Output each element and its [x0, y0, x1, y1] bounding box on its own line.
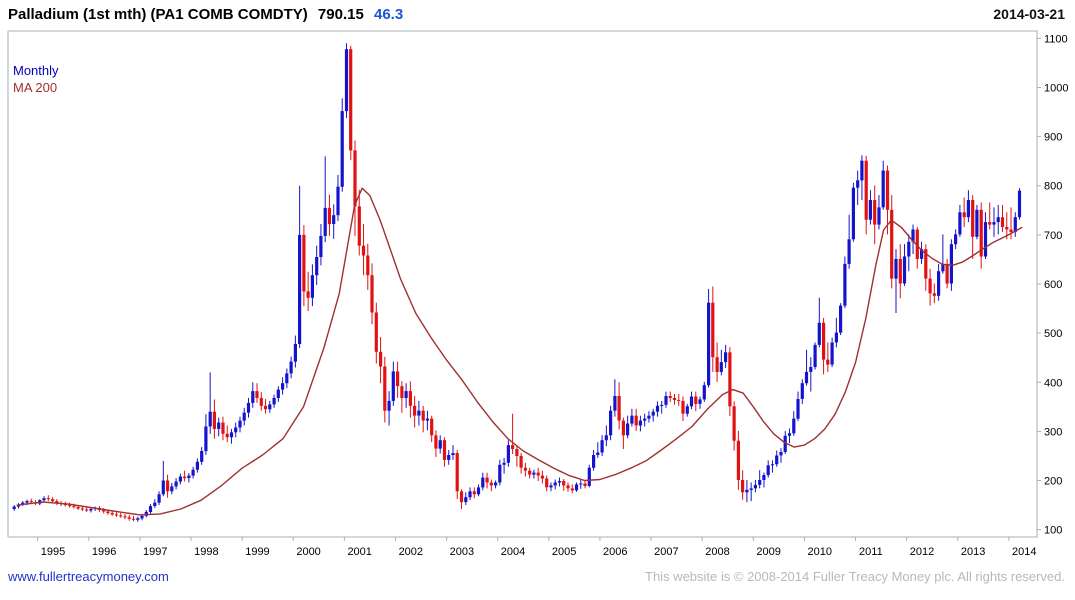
svg-text:500: 500	[1044, 328, 1062, 340]
svg-text:900: 900	[1044, 132, 1062, 144]
svg-text:2006: 2006	[603, 546, 627, 558]
svg-text:2010: 2010	[808, 546, 832, 558]
title-group: Palladium (1st mth) (PA1 COMB COMDTY) 79…	[8, 6, 409, 23]
page-title: Palladium (1st mth) (PA1 COMB COMDTY)	[8, 6, 308, 23]
svg-text:1998: 1998	[194, 546, 218, 558]
svg-text:2008: 2008	[705, 546, 729, 558]
svg-text:1999: 1999	[245, 546, 269, 558]
svg-text:2001: 2001	[347, 546, 371, 558]
svg-text:2000: 2000	[296, 546, 320, 558]
svg-text:600: 600	[1044, 279, 1062, 291]
svg-text:2012: 2012	[910, 546, 934, 558]
chart-legend: Monthly MA 200	[13, 62, 59, 96]
svg-text:1000: 1000	[1044, 82, 1068, 94]
svg-text:1996: 1996	[92, 546, 116, 558]
svg-text:2002: 2002	[399, 546, 423, 558]
svg-text:300: 300	[1044, 426, 1062, 438]
site-link[interactable]: www.fullertreacymoney.com	[8, 569, 169, 584]
price-change: 46.3	[373, 6, 404, 23]
chart-date: 2014-03-21	[993, 6, 1065, 22]
svg-text:2011: 2011	[859, 546, 883, 558]
svg-text:800: 800	[1044, 181, 1062, 193]
svg-text:1995: 1995	[41, 546, 65, 558]
svg-text:200: 200	[1044, 476, 1062, 488]
svg-text:2005: 2005	[552, 546, 576, 558]
svg-text:2014: 2014	[1012, 546, 1036, 558]
svg-text:2004: 2004	[501, 546, 525, 558]
svg-text:2003: 2003	[450, 546, 474, 558]
svg-text:2013: 2013	[961, 546, 985, 558]
copyright-text: This website is © 2008-2014 Fuller Treac…	[645, 569, 1065, 584]
svg-text:2007: 2007	[654, 546, 678, 558]
svg-text:400: 400	[1044, 377, 1062, 389]
legend-ma: MA 200	[13, 80, 58, 95]
candlestick-chart: 100 200 300 400 500 600 700 800 900 1000 1100 1995 1…	[7, 30, 1068, 558]
legend-timeframe: Monthly	[13, 63, 59, 78]
page-footer: www.fullertreacymoney.com This website i…	[0, 565, 1075, 584]
last-price: 790.15	[317, 6, 364, 23]
svg-text:1997: 1997	[143, 546, 167, 558]
svg-text:700: 700	[1044, 230, 1062, 242]
chart-area: 100 200 300 400 500 600 700 800 900 1000 1100 1995 1…	[0, 25, 1075, 565]
svg-text:100: 100	[1044, 525, 1062, 537]
svg-text:1100: 1100	[1044, 33, 1068, 45]
chart-header: Palladium (1st mth) (PA1 COMB COMDTY) 79…	[0, 0, 1075, 25]
svg-text:2009: 2009	[756, 546, 780, 558]
